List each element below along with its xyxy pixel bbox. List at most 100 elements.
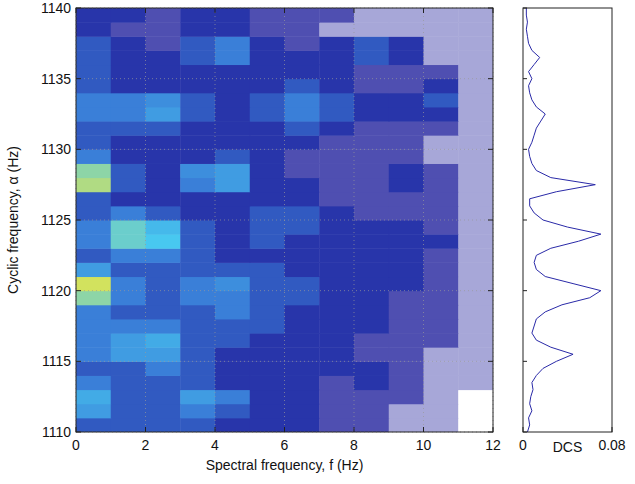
heatmap-cell xyxy=(111,333,146,348)
heatmap-cell xyxy=(354,375,389,390)
tick-label: 1130 xyxy=(41,141,71,157)
heatmap-cell xyxy=(354,149,389,164)
heatmap-cell xyxy=(250,291,285,306)
heatmap-cell xyxy=(319,163,354,178)
heatmap-cell xyxy=(319,333,354,348)
heatmap-cell xyxy=(111,361,146,376)
heatmap-cell xyxy=(354,319,389,334)
tick-label: 2 xyxy=(142,437,150,453)
heatmap-cell xyxy=(319,305,354,320)
heatmap-cell xyxy=(458,277,493,292)
heatmap-cell xyxy=(458,93,493,108)
heatmap-cell xyxy=(424,107,459,122)
tick xyxy=(76,8,81,9)
tick xyxy=(76,78,81,79)
heatmap-cell xyxy=(215,234,250,249)
heatmap-cell xyxy=(250,121,285,136)
heatmap-cell xyxy=(76,234,111,249)
heatmap-cell xyxy=(319,404,354,419)
heatmap-cell xyxy=(458,347,493,362)
heatmap-cell xyxy=(250,206,285,221)
heatmap-cell xyxy=(458,333,493,348)
heatmap-cell xyxy=(458,36,493,51)
tick xyxy=(488,432,493,433)
heatmap-cell xyxy=(180,149,215,164)
heatmap-cell xyxy=(76,262,111,277)
heatmap-cell xyxy=(146,65,181,80)
heatmap-cell xyxy=(458,375,493,390)
heatmap-cell xyxy=(111,206,146,221)
heatmap-cell xyxy=(180,206,215,221)
heatmap-cell xyxy=(354,36,389,51)
grid-line xyxy=(76,220,493,221)
heatmap-cell xyxy=(215,192,250,207)
heatmap-cell xyxy=(250,36,285,51)
heatmap-cell xyxy=(146,149,181,164)
heatmap-cell xyxy=(424,22,459,37)
heatmap-cell xyxy=(389,361,424,376)
heatmap-cell xyxy=(285,361,320,376)
heatmap-cell xyxy=(424,121,459,136)
heatmap-cell xyxy=(319,220,354,235)
tick-label: 0.08 xyxy=(598,437,625,453)
heatmap-cell xyxy=(250,375,285,390)
heatmap-cell xyxy=(146,79,181,94)
heatmap-cell xyxy=(215,361,250,376)
heatmap-cell xyxy=(215,22,250,37)
heatmap-cell xyxy=(76,277,111,292)
heatmap-cell xyxy=(76,50,111,65)
heatmap-cell xyxy=(389,418,424,432)
heatmap-cell xyxy=(285,206,320,221)
heatmap-cell xyxy=(319,248,354,263)
heatmap-cell xyxy=(285,107,320,122)
tick xyxy=(488,149,493,150)
heatmap-cell xyxy=(215,135,250,150)
heatmap-cell xyxy=(180,418,215,432)
tick xyxy=(488,220,493,221)
heatmap-cell xyxy=(285,347,320,362)
heatmap-cell xyxy=(389,93,424,108)
heatmap-cell xyxy=(458,135,493,150)
heatmap-cell xyxy=(424,220,459,235)
heatmap-cell xyxy=(458,319,493,334)
heatmap-cell xyxy=(111,220,146,235)
grid-line xyxy=(76,361,493,362)
heatmap-cell xyxy=(319,8,354,23)
heatmap-cell xyxy=(215,79,250,94)
tick xyxy=(76,8,77,13)
heatmap-cell xyxy=(458,404,493,419)
heatmap-cell xyxy=(389,262,424,277)
heatmap-cell xyxy=(215,333,250,348)
heatmap-cell xyxy=(319,277,354,292)
heatmap-cell xyxy=(111,93,146,108)
heatmap-cell xyxy=(319,79,354,94)
heatmap-cell xyxy=(180,107,215,122)
tick xyxy=(145,8,146,13)
heatmap-cell xyxy=(424,390,459,405)
heatmap-cell xyxy=(389,277,424,292)
heatmap-cell xyxy=(111,347,146,362)
heatmap-cell xyxy=(354,121,389,136)
heatmap-cell xyxy=(146,375,181,390)
heatmap-cell xyxy=(285,135,320,150)
heatmap-cell xyxy=(111,418,146,432)
heatmap-cell xyxy=(285,291,320,306)
heatmap-cell xyxy=(389,192,424,207)
heatmap-cell xyxy=(424,192,459,207)
heatmap-cell xyxy=(389,36,424,51)
heatmap-cell xyxy=(180,178,215,193)
heatmap-cell xyxy=(458,121,493,136)
heatmap-cell xyxy=(285,121,320,136)
heatmap-cell xyxy=(319,319,354,334)
heatmap-cell xyxy=(424,149,459,164)
heatmap-cell xyxy=(354,93,389,108)
heatmap-cell xyxy=(389,347,424,362)
heatmap-cell xyxy=(389,50,424,65)
heatmap-cell xyxy=(424,333,459,348)
heatmap-cell xyxy=(76,178,111,193)
heatmap-cell xyxy=(180,50,215,65)
heatmap-cell xyxy=(250,305,285,320)
heatmap-cell xyxy=(319,291,354,306)
heatmap-cell xyxy=(319,107,354,122)
heatmap-cell xyxy=(389,107,424,122)
